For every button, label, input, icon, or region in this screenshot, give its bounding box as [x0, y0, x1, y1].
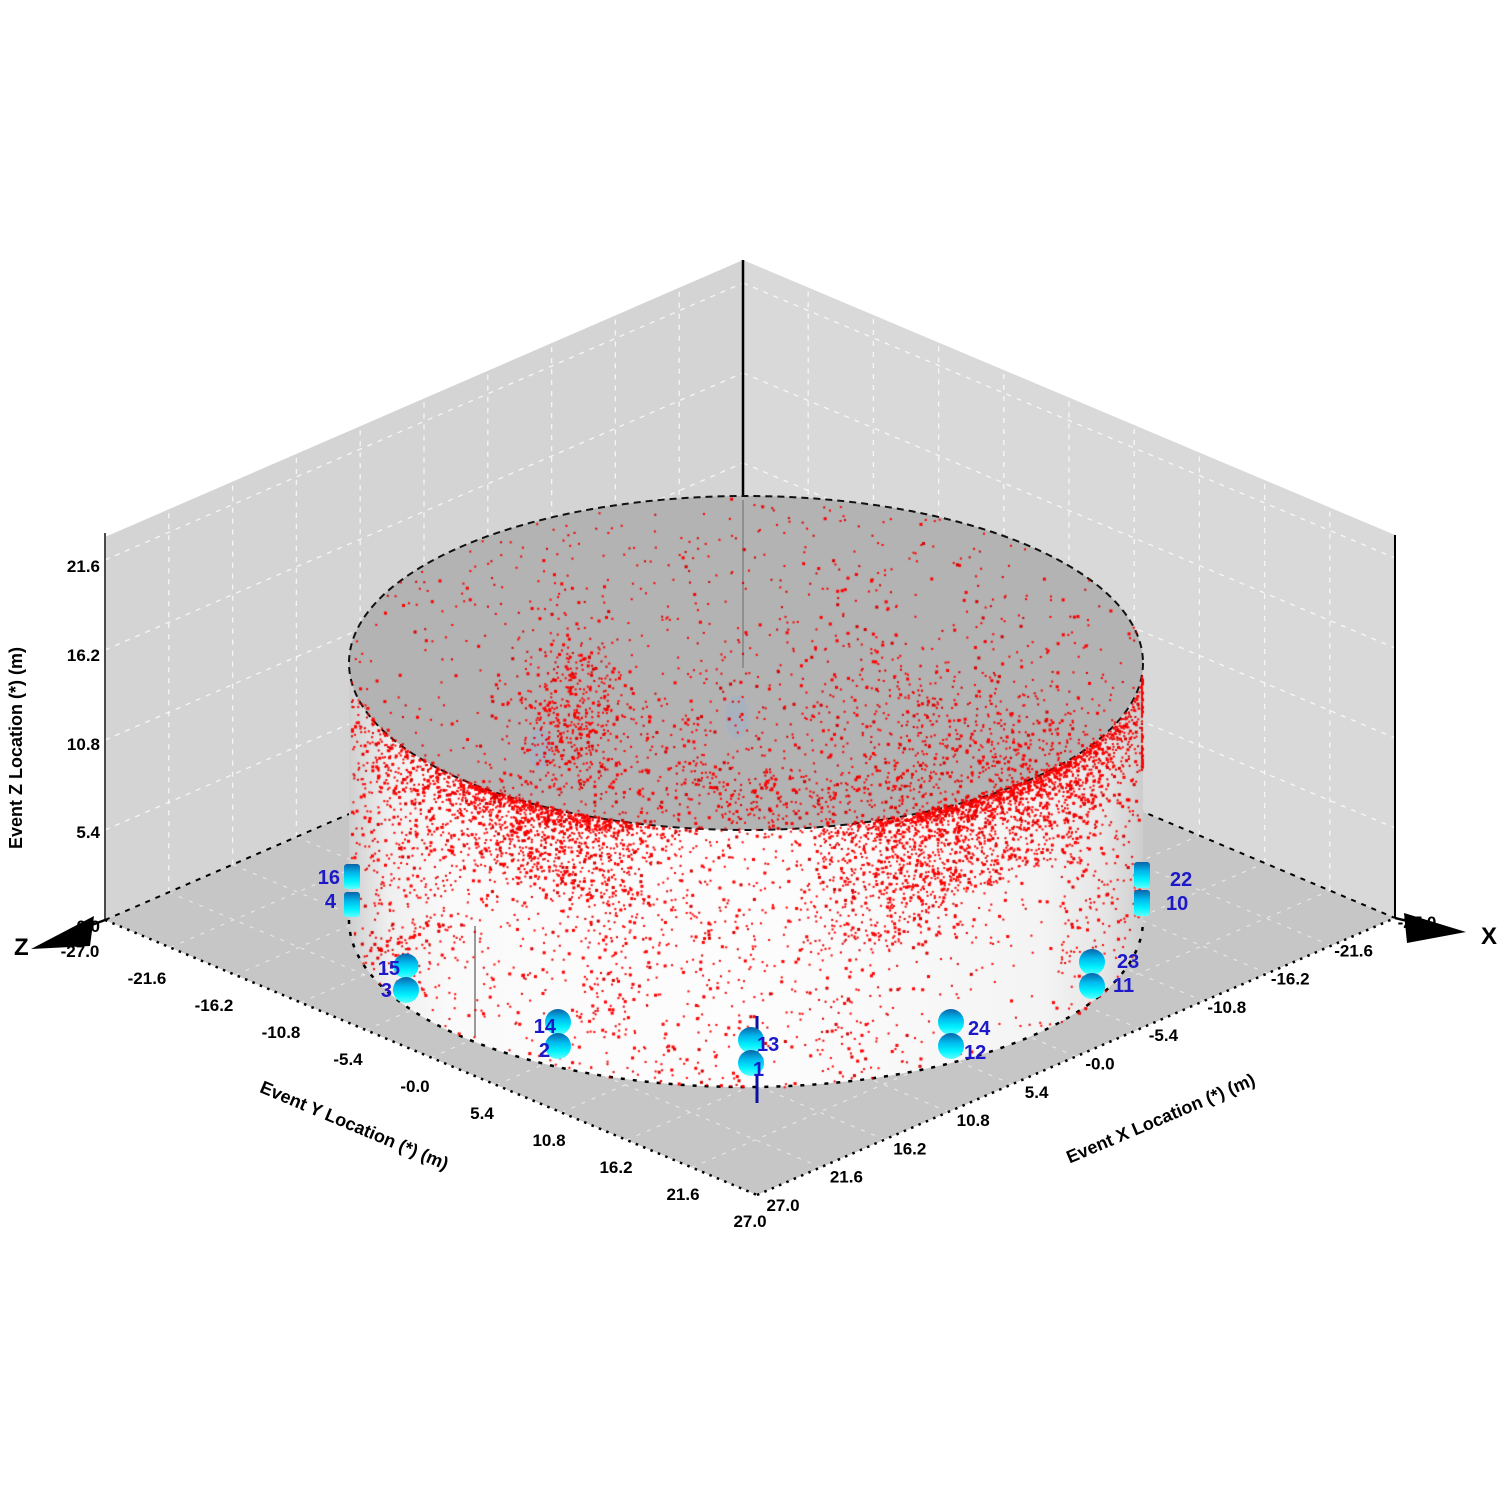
x-tick: -21.6 — [1334, 941, 1373, 960]
sensor-marker[interactable] — [738, 1050, 764, 1076]
sensor-number: 15 — [378, 958, 400, 980]
sensor-marker[interactable] — [1134, 890, 1150, 916]
sensor-number: 10 — [1166, 893, 1188, 915]
sensor-marker[interactable] — [393, 953, 419, 979]
sensor-number: 4 — [325, 891, 337, 913]
sensor-marker[interactable] — [545, 1033, 571, 1059]
y-tick: 21.6 — [666, 1185, 699, 1204]
sensor-marker[interactable] — [1079, 949, 1105, 975]
sensor-marker[interactable] — [938, 1009, 964, 1035]
y-tick: -16.2 — [195, 996, 234, 1015]
z-arrow-label: Z — [14, 934, 29, 961]
sensor-number: 22 — [1170, 869, 1192, 891]
x-arrow-label: X — [1481, 923, 1497, 950]
z-axis-ticks: 0.0 5.4 10.8 16.2 21.6 — [67, 557, 101, 936]
x-tick: 21.6 — [830, 1168, 863, 1187]
x-tick: 5.4 — [1025, 1083, 1049, 1102]
sensor-number: 11 — [1113, 975, 1134, 997]
x-tick: -16.2 — [1271, 970, 1310, 989]
y-tick: -10.8 — [262, 1023, 301, 1042]
x-arrow-icon — [1404, 913, 1466, 943]
sensor-marker[interactable] — [344, 892, 360, 917]
sensor-marker[interactable] — [938, 1033, 964, 1059]
sensor-number: 13 — [757, 1034, 779, 1056]
sensor-number: 3 — [381, 980, 392, 1002]
sensor-number: 2 — [539, 1040, 550, 1062]
x-tick: 27.0 — [766, 1196, 799, 1215]
y-tick: 10.8 — [532, 1131, 565, 1150]
y-tick: 27.0 — [733, 1212, 766, 1231]
sensor-number: 1 — [753, 1059, 764, 1081]
x-tick: -0.0 — [1085, 1055, 1114, 1074]
z-tick: 10.8 — [67, 735, 100, 754]
sensor-number: 12 — [964, 1042, 986, 1064]
sensor-number: 24 — [968, 1018, 991, 1040]
sensor-markers: 16 4 15 3 14 2 13 1 24 12 23 — [318, 862, 1192, 1103]
z-tick: 5.4 — [76, 823, 100, 842]
z-axis-title: Event Z Location (*) (m) — [6, 647, 26, 849]
y-tick: 16.2 — [599, 1158, 632, 1177]
z-tick: 21.6 — [67, 557, 100, 576]
y-tick: 5.4 — [470, 1104, 494, 1123]
sensor-marker[interactable] — [738, 1027, 764, 1053]
x-tick: -10.8 — [1207, 998, 1246, 1017]
axis-titles: Event Z Location (*) (m) Event Y Locatio… — [6, 647, 1258, 1174]
sensor-marker[interactable] — [545, 1009, 571, 1035]
y-tick: -5.4 — [333, 1050, 363, 1069]
sensor-marker[interactable] — [1134, 862, 1150, 888]
x-axis-title: Event X Location (*) (m) — [1063, 1070, 1258, 1168]
y-tick: -0.0 — [400, 1077, 429, 1096]
y-tick: -21.6 — [128, 969, 167, 988]
axis-arrows: Z X — [14, 913, 1497, 961]
z-tick: 16.2 — [67, 646, 100, 665]
x-tick: 16.2 — [893, 1139, 926, 1158]
sensor-number: 14 — [534, 1016, 557, 1038]
sensor-number: 16 — [318, 867, 340, 889]
x-tick: -5.4 — [1149, 1026, 1179, 1045]
sensor-marker[interactable] — [1079, 973, 1105, 999]
sensor-marker[interactable] — [344, 864, 360, 889]
z-arrow-icon — [31, 916, 94, 949]
sensor-marker[interactable] — [393, 977, 419, 1003]
x-tick: 10.8 — [957, 1111, 990, 1130]
sensor-number: 23 — [1117, 951, 1139, 973]
